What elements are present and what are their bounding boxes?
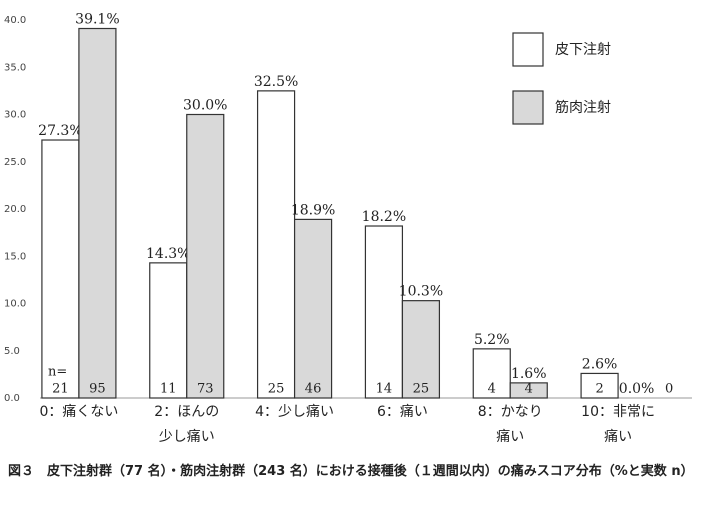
- value-label: 2.6%: [582, 356, 618, 372]
- x-tick-line: 4：少し痛い: [255, 403, 334, 420]
- y-tick-label: 15.0: [4, 251, 26, 262]
- count-label: 4: [488, 382, 496, 397]
- value-label: 14.3%: [146, 246, 190, 262]
- count-label: 73: [197, 382, 214, 397]
- y-tick-label: 25.0: [4, 157, 26, 168]
- count-prefix: n=: [48, 365, 67, 380]
- y-tick-label: 35.0: [4, 62, 26, 73]
- legend-swatch: [512, 32, 544, 67]
- x-tick-line: 8：かなり: [478, 404, 543, 420]
- count-label: 2: [595, 382, 603, 397]
- y-tick-label: 20.0: [4, 204, 26, 215]
- count-label: 11: [160, 382, 177, 397]
- value-label: 0.0%: [619, 381, 655, 397]
- count-label: 21: [52, 382, 69, 397]
- x-tick-line: 6：痛い: [377, 403, 428, 420]
- x-tick-line: 痛い: [604, 428, 632, 445]
- bar: [401, 300, 441, 399]
- value-label: 5.2%: [474, 332, 510, 348]
- y-tick-label: 5.0: [4, 346, 20, 357]
- caption: 図３ 皮下注射群（77 名）・筋肉注射群（243 名）における接種後（１週間以内…: [8, 464, 694, 479]
- bar: [293, 218, 333, 399]
- y-tick-label: 10.0: [4, 299, 26, 310]
- value-label: 1.6%: [511, 366, 547, 382]
- chart: 0.0 5.0 10.0 15.0 20.0 25.0 30.0 35.0 40.0 0：痛くない…: [4, 12, 692, 445]
- x-tick-label: 8：かなり痛い: [478, 404, 543, 445]
- value-label: 18.9%: [291, 202, 335, 218]
- x-tick-label: 10：非常に痛い: [581, 404, 655, 445]
- y-tick-label: 30.0: [4, 110, 26, 121]
- value-label: 39.1%: [75, 12, 119, 28]
- count-label: 14: [376, 382, 393, 397]
- count-label: 25: [413, 382, 430, 397]
- bar: [149, 262, 188, 399]
- x-tick-label: 2：ほんの少し痛い: [154, 404, 219, 445]
- count-label: 95: [89, 382, 106, 397]
- bar: [580, 372, 619, 399]
- count-label: 4: [525, 382, 533, 397]
- legend-label: 皮下注射: [555, 42, 611, 58]
- x-tick-label: 4：少し痛い: [255, 403, 334, 420]
- x-tick-line: 0：痛くない: [39, 403, 118, 420]
- value-label: 32.5%: [254, 74, 298, 90]
- x-tick-line: 2：ほんの: [154, 404, 219, 420]
- x-tick-line: 痛い: [496, 428, 524, 445]
- bar: [186, 113, 225, 399]
- value-label: 18.2%: [362, 209, 406, 225]
- bar: [364, 225, 404, 399]
- count-label: 46: [305, 382, 322, 397]
- legend-swatch: [512, 90, 544, 125]
- count-label: 0: [665, 382, 673, 397]
- bar: [41, 139, 80, 399]
- bar: [509, 382, 548, 399]
- bar: [78, 27, 117, 399]
- x-tick-label: 0：痛くない: [39, 403, 118, 420]
- value-label: 27.3%: [38, 123, 82, 139]
- y-tick-label: 0.0: [4, 393, 20, 404]
- y-tick-label: 40.0: [4, 15, 26, 26]
- x-tick-label: 6：痛い: [377, 403, 428, 420]
- bar: [256, 90, 296, 399]
- x-tick-line: 10：非常に: [581, 404, 655, 420]
- bar: [472, 348, 511, 399]
- value-label: 10.3%: [399, 284, 443, 300]
- x-tick-line: 少し痛い: [159, 428, 215, 445]
- legend-label: 筋肉注射: [555, 99, 611, 116]
- value-label: 30.0%: [183, 98, 227, 114]
- count-label: 25: [268, 382, 285, 397]
